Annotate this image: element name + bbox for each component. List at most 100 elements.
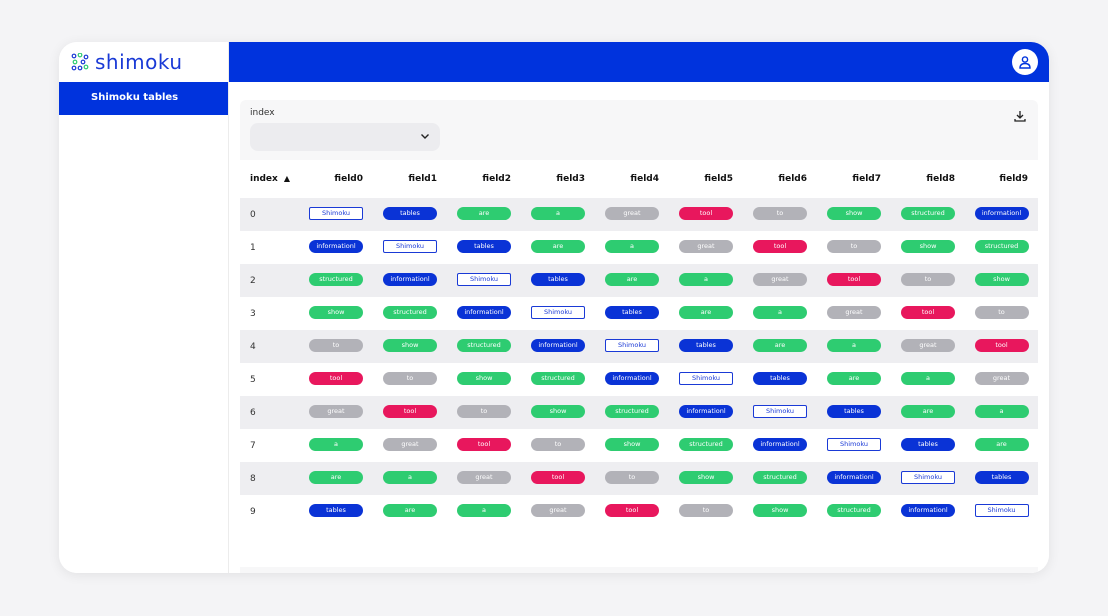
cell-tag: tables xyxy=(974,471,1029,484)
cell-tag: show xyxy=(457,372,511,385)
table-cell: great xyxy=(373,429,447,462)
cell-tag: Shimoku xyxy=(605,339,659,352)
column-header-field6[interactable]: field6 xyxy=(778,174,807,184)
table-panel: index xyxy=(240,100,1038,573)
table-cell: a xyxy=(669,264,743,297)
cell-tag: informationl xyxy=(974,207,1029,220)
cell-tag: a xyxy=(309,438,363,451)
table-cell: great xyxy=(595,198,669,231)
cell-tag: show xyxy=(605,438,659,451)
table-cell: are xyxy=(521,231,595,264)
table-cell: show xyxy=(965,264,1038,297)
cell-tag: tool xyxy=(605,504,659,517)
row-index: 1 xyxy=(240,231,299,264)
cell-tag: tool xyxy=(901,306,955,319)
cell-tag: are xyxy=(309,471,363,484)
row-index: 0 xyxy=(240,198,299,231)
row-index: 4 xyxy=(240,330,299,363)
table-cell: to xyxy=(669,495,743,528)
table-cell: informationl xyxy=(743,429,817,462)
table-cell: a xyxy=(447,495,521,528)
table-cell: tool xyxy=(891,297,965,330)
table-cell: informationl xyxy=(373,264,447,297)
table-cell: Shimoku xyxy=(965,495,1038,528)
column-header-field8[interactable]: field8 xyxy=(926,174,955,184)
cell-tag: show xyxy=(309,306,363,319)
cell-tag: show xyxy=(901,240,955,253)
cell-tag: informationl xyxy=(679,405,733,418)
user-avatar-button[interactable] xyxy=(1012,49,1038,75)
table-cell: a xyxy=(891,363,965,396)
table-cell: great xyxy=(743,264,817,297)
cell-tag: are xyxy=(901,405,955,418)
column-header-field5[interactable]: field5 xyxy=(704,174,733,184)
cell-tag: show xyxy=(679,471,733,484)
table-cell: to xyxy=(965,297,1038,330)
download-icon[interactable] xyxy=(1012,108,1028,124)
table-cell: tool xyxy=(299,363,373,396)
table-cell: great xyxy=(447,462,521,495)
cell-tag: show xyxy=(974,273,1029,286)
cell-tag: structured xyxy=(901,207,955,220)
table-cell: tables xyxy=(817,396,891,429)
cell-tag: a xyxy=(679,273,733,286)
column-header-field4[interactable]: field4 xyxy=(630,174,659,184)
table-cell: structured xyxy=(447,330,521,363)
table-cell: informationl xyxy=(891,495,965,528)
table-cell: a xyxy=(373,462,447,495)
cell-tag: tables xyxy=(901,438,955,451)
table-cell: show xyxy=(669,462,743,495)
cell-tag: tool xyxy=(974,339,1029,352)
table-cell: are xyxy=(669,297,743,330)
cell-tag: show xyxy=(827,207,881,220)
table-cell: structured xyxy=(595,396,669,429)
table-cell: are xyxy=(817,363,891,396)
cell-tag: great xyxy=(457,471,511,484)
cell-tag: structured xyxy=(974,240,1029,253)
table-cell: structured xyxy=(373,297,447,330)
table-cell: show xyxy=(595,429,669,462)
table-cell: are xyxy=(743,330,817,363)
cell-tag: to xyxy=(901,273,955,286)
table-cell: a xyxy=(595,231,669,264)
table-cell: Shimoku xyxy=(891,462,965,495)
logo[interactable]: shimoku xyxy=(59,42,228,82)
cell-tag: informationl xyxy=(753,438,807,451)
table-cell: to xyxy=(521,429,595,462)
cell-tag: tool xyxy=(383,405,437,418)
table-cell: great xyxy=(299,396,373,429)
column-header-field0[interactable]: field0 xyxy=(334,174,363,184)
column-header-field2[interactable]: field2 xyxy=(482,174,511,184)
filter-label: index xyxy=(250,108,275,118)
cell-tag: to xyxy=(605,471,659,484)
cell-tag: tool xyxy=(457,438,511,451)
cell-tag: are xyxy=(531,240,585,253)
table-cell: Shimoku xyxy=(669,363,743,396)
cell-tag: a xyxy=(531,207,585,220)
cell-tag: are xyxy=(679,306,733,319)
table-cell: tool xyxy=(373,396,447,429)
cell-tag: to xyxy=(974,306,1029,319)
table-cell: informationl xyxy=(521,330,595,363)
column-header-field7[interactable]: field7 xyxy=(852,174,881,184)
sidebar-item-shimoku-tables[interactable]: Shimoku tables xyxy=(59,82,228,115)
table-cell: Shimoku xyxy=(595,330,669,363)
column-header-field1[interactable]: field1 xyxy=(408,174,437,184)
table-cell: informationl xyxy=(817,462,891,495)
table-cell: informationl xyxy=(669,396,743,429)
index-filter-select[interactable] xyxy=(250,123,440,151)
table-cell: to xyxy=(743,198,817,231)
data-table: index ▲ field0 field1 field2 field3 field4 fiel… xyxy=(240,160,1038,567)
table-cell: tables xyxy=(299,495,373,528)
table-row: 7 a great tool to show structured informationl S… xyxy=(240,429,1038,462)
table-row: 2 structured informationl Shimoku tables are a… xyxy=(240,264,1038,297)
cell-tag: tool xyxy=(753,240,807,253)
cell-tag: tables xyxy=(605,306,659,319)
table-row: 8 are a great tool to show structured informatio… xyxy=(240,462,1038,495)
table-cell: show xyxy=(373,330,447,363)
column-header-field9[interactable]: field9 xyxy=(999,174,1028,184)
column-header-field3[interactable]: field3 xyxy=(556,174,585,184)
table-cell: to xyxy=(817,231,891,264)
column-header-index[interactable]: index ▲ xyxy=(240,160,299,198)
table-cell: are xyxy=(595,264,669,297)
